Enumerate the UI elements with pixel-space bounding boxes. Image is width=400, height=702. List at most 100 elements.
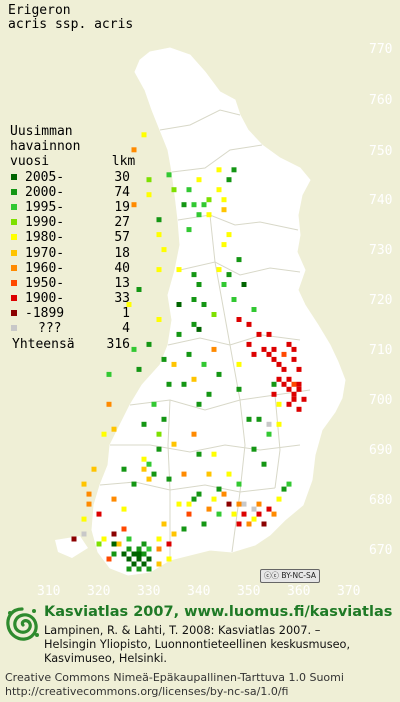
observation-square [191,321,197,327]
observation-square [236,257,242,263]
observation-square [236,317,242,322]
observation-square [111,426,117,432]
observation-square [121,526,127,532]
observation-square [296,381,302,387]
observation-square [271,511,277,517]
legend-label: 2000- [25,184,65,200]
x-tick-340: 340 [187,584,211,599]
y-tick-770: 770 [369,42,393,57]
legend-row: 1990- 27 [10,215,130,230]
observation-square [146,192,152,198]
observation-square [231,167,237,173]
observation-square [231,511,237,517]
boundary-5 [110,444,301,453]
observation-square [201,361,207,367]
observation-square [106,371,112,377]
observation-square [241,282,247,287]
observation-square [101,536,107,542]
observation-square [246,416,252,422]
observation-square [291,396,297,402]
cc-badge-text: BY-NC-SA [281,571,317,580]
observation-square [166,172,172,178]
legend-row: -1899 1 [10,306,130,321]
legend-swatch [11,295,17,302]
legend-swatch [11,188,17,195]
observation-square [151,471,157,477]
citation-line-2: Helsingin Yliopisto, Luonnontieteellinen… [44,638,351,651]
legend-swatch [11,173,17,180]
observation-square [106,401,112,407]
legend-count: 19 [114,199,130,215]
legend-count: 74 [114,184,130,200]
observation-square [281,366,287,372]
observation-square [236,361,242,367]
citation-line-3: Kasvimuseo, Helsinki. [44,652,167,665]
observation-square [196,491,202,497]
cc-icon: ⓒⓒ [263,571,282,580]
observation-square [236,386,242,392]
observation-square [161,416,167,422]
observation-square [156,561,162,567]
observation-square [261,346,267,352]
license-url[interactable]: http://creativecommons.org/licenses/by-n… [5,685,289,698]
legend-heading-2: havainnon [10,139,81,155]
observation-square [141,421,147,427]
observation-square [146,546,152,552]
observation-square [131,346,137,352]
observation-square [156,446,162,452]
observation-square [276,361,282,367]
observation-square [146,341,152,347]
y-tick-700: 700 [369,393,393,408]
observation-square [271,391,277,397]
observation-square [81,481,87,487]
legend-swatch [11,264,17,271]
legend-label: 1980- [25,230,65,246]
observation-square [261,461,267,467]
boundary-9 [167,399,171,560]
observation-square [191,376,197,382]
observation-square [201,202,207,208]
observation-square [116,541,122,547]
observation-square [101,431,107,437]
legend-heading-3: vuosi lkm [10,154,136,170]
legend-count: 33 [114,291,130,307]
boundary-12 [159,109,241,131]
legend-rows: 2005- 30 2000- 74 1995- 19 1990- 27 1980- 57 1970-… [10,170,130,337]
observation-square [146,476,152,482]
observation-square [141,466,147,472]
observation-square [206,391,212,397]
observation-square [251,307,257,312]
observation-square [131,551,137,557]
boundary-2 [179,261,301,276]
observation-square [196,451,202,457]
observation-square [221,242,227,248]
legend-swatch [11,325,17,332]
observation-square [136,546,142,552]
observation-square [171,187,177,193]
observation-square [146,566,152,572]
region-boundaries [99,109,311,560]
observation-square [196,177,202,183]
observation-square [226,272,232,278]
boundary-4 [129,389,311,411]
observation-square [71,536,77,542]
observation-square [181,202,187,208]
aland-islands [55,536,88,558]
y-tick-730: 730 [369,243,393,258]
kasviatlas-link[interactable]: Kasviatlas 2007, www.luomus.fi/kasviatla… [44,604,393,620]
observation-square [156,217,162,223]
cc-license-badge[interactable]: ⓒⓒ BY-NC-SA [260,569,320,583]
observation-square [141,561,147,567]
observation-square [181,526,187,532]
observation-square [181,471,187,477]
observation-square [261,521,267,527]
observation-square [151,401,157,407]
legend-swatch [11,279,17,286]
species-genus: Erigeron [8,3,71,18]
legend-row: ??? 4 [10,321,130,336]
legend-count: 1 [122,306,130,322]
observation-square [166,556,172,562]
observation-square [216,167,222,173]
observation-square [96,541,102,547]
